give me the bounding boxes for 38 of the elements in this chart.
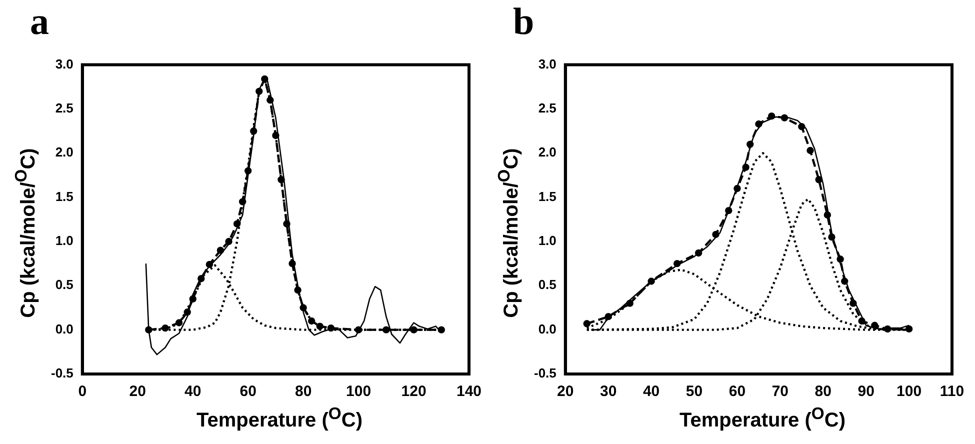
y-tick-label: 0.5 xyxy=(538,277,556,292)
x-tick-label: 50 xyxy=(686,383,703,400)
x-tick-label: 70 xyxy=(772,383,789,400)
x-tick-label: 80 xyxy=(814,383,832,400)
y-tick-label: 0.0 xyxy=(55,321,74,336)
x-tick-label: 100 xyxy=(346,383,372,400)
y-tick-label: 2.5 xyxy=(538,100,556,116)
y-tick-label: 0.0 xyxy=(538,321,556,336)
x-tick-label: 120 xyxy=(401,383,426,400)
y-tick-label: 2.5 xyxy=(55,100,74,116)
x-tick-label: 40 xyxy=(184,383,202,400)
chart-title: b xyxy=(513,0,534,44)
x-tick-label: 0 xyxy=(78,383,87,400)
chart-title: a xyxy=(30,0,49,44)
x-tick-label: 60 xyxy=(240,383,256,400)
y-tick-label: 1.5 xyxy=(538,188,556,204)
x-tick-label: 60 xyxy=(728,383,746,400)
y-tick-label: 1.5 xyxy=(55,188,74,204)
x-tick-label: 20 xyxy=(557,383,574,400)
y-tick-label: 3.0 xyxy=(55,56,74,72)
y-tick-label: 0.5 xyxy=(55,277,74,292)
x-tick-label: 140 xyxy=(456,383,482,400)
x-tick-label: 30 xyxy=(600,383,617,400)
x-tick-label: 40 xyxy=(642,383,660,400)
x-axis-title: Temperature ($^{O}$C) xyxy=(678,404,846,433)
y-tick-label: -0.5 xyxy=(534,366,556,381)
x-tick-label: 20 xyxy=(129,383,146,400)
y-tick-label: 2.0 xyxy=(538,144,556,160)
x-axis-title: Temperature ($^{O}$C) xyxy=(196,404,364,433)
x-tick-label: 100 xyxy=(896,383,922,400)
x-tick-label: 90 xyxy=(858,383,874,400)
y-tick-label: 1.0 xyxy=(538,233,556,248)
x-tick-label: 110 xyxy=(940,383,964,400)
y-tick-label: -0.5 xyxy=(50,366,74,381)
x-tick-label: 80 xyxy=(294,383,312,400)
y-tick-label: 2.0 xyxy=(55,144,74,160)
y-tick-label: 3.0 xyxy=(538,56,556,72)
y-tick-label: 1.0 xyxy=(55,233,74,248)
